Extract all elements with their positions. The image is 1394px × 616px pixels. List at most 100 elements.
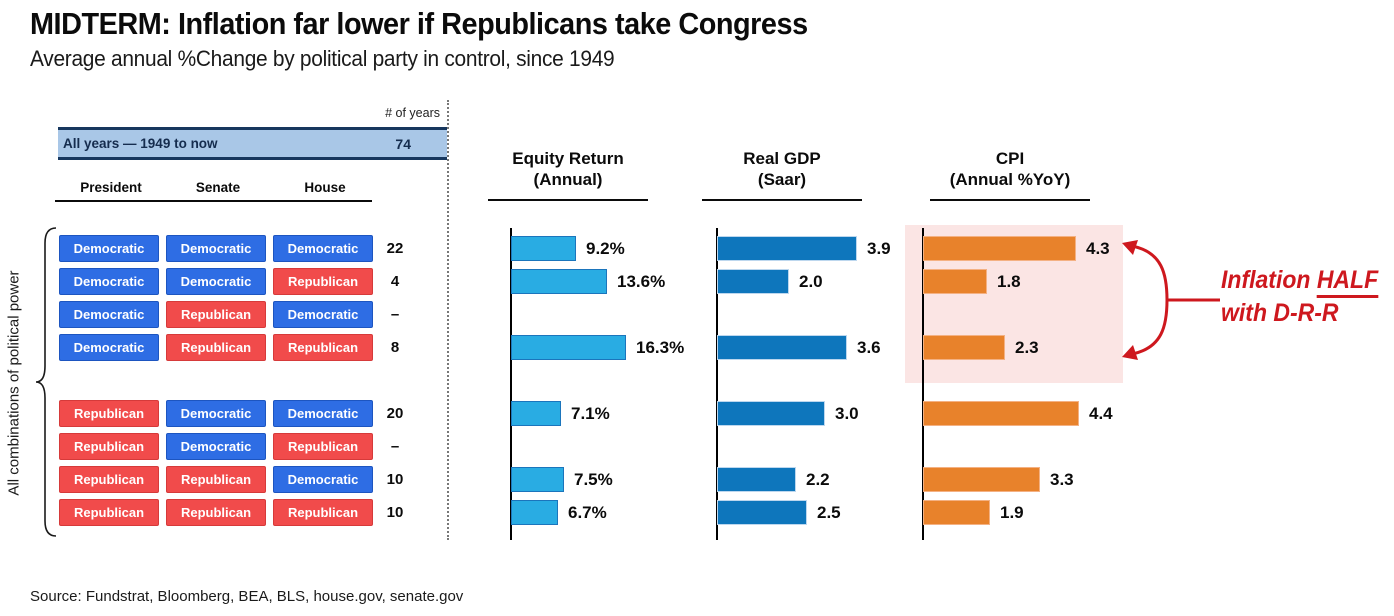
column-header-house: House — [304, 180, 346, 195]
party-cell-president: Republican — [59, 466, 159, 493]
equity-axis-line — [510, 228, 512, 540]
bar-value-label: 2.3 — [1015, 338, 1039, 357]
annotation-line1-emphasis: HALF — [1316, 266, 1379, 298]
party-cell-president: Democratic — [59, 235, 159, 262]
party-cell-president: Democratic — [59, 334, 159, 361]
bar — [511, 269, 607, 294]
all-years-row: All years — 1949 to now 74 — [58, 127, 447, 160]
bar-value-label: 7.1% — [571, 404, 610, 423]
party-cell-senate: Democratic — [166, 235, 266, 262]
years-value: – — [390, 438, 400, 455]
panel-title: Equity Return — [512, 149, 624, 168]
page-title: MIDTERM: Inflation far lower if Republic… — [30, 6, 808, 41]
party-cell-house: Republican — [273, 334, 373, 361]
years-value: 10 — [386, 504, 404, 521]
bar — [717, 269, 789, 294]
bar — [923, 335, 1005, 360]
bar — [511, 401, 561, 426]
bar — [511, 500, 558, 525]
side-axis-label: All combinations of political power — [5, 270, 23, 496]
bar — [717, 335, 847, 360]
party-cell-house: Republican — [273, 499, 373, 526]
cpi-axis-line — [922, 228, 924, 540]
party-cell-house: Democratic — [273, 301, 373, 328]
bar-value-label: 2.5 — [817, 503, 841, 522]
dotted-divider — [447, 100, 449, 540]
bar — [717, 500, 807, 525]
page-subtitle: Average annual %Change by political part… — [30, 46, 615, 71]
annotation-text: Inflation HALF with D-R-R — [1221, 264, 1379, 330]
bar-value-label: 16.3% — [636, 338, 685, 357]
years-value: 10 — [386, 471, 404, 488]
all-years-value: 74 — [395, 135, 411, 152]
years-value: 22 — [386, 240, 404, 257]
bar-value-label: 6.7% — [568, 503, 607, 522]
party-cell-house: Democratic — [273, 400, 373, 427]
party-cell-president: Republican — [59, 499, 159, 526]
bar — [923, 467, 1040, 492]
source-note: Source: Fundstrat, Bloomberg, BEA, BLS, … — [30, 588, 464, 605]
party-cell-house: Democratic — [273, 235, 373, 262]
panel-header-equity: Equity Return (Annual) — [468, 148, 668, 190]
annotation-line1: Inflation HALF — [1221, 264, 1379, 298]
all-years-label: All years — 1949 to now — [63, 136, 218, 151]
bar-value-label: 13.6% — [617, 272, 666, 291]
party-cell-house: Republican — [273, 268, 373, 295]
bar — [511, 335, 626, 360]
bar — [923, 269, 987, 294]
bar — [511, 467, 564, 492]
bar — [923, 500, 990, 525]
column-header-president: President — [80, 180, 142, 195]
years-value: 8 — [390, 339, 400, 356]
party-cell-senate: Democratic — [166, 400, 266, 427]
bar — [511, 236, 576, 261]
bar-value-label: 3.3 — [1050, 470, 1074, 489]
panel-subtitle: (Annual %YoY) — [949, 170, 1071, 189]
panel-subtitle: (Saar) — [757, 170, 807, 189]
party-cell-senate: Republican — [166, 334, 266, 361]
bar-value-label: 9.2% — [586, 239, 625, 258]
panel-header-gdp: Real GDP (Saar) — [682, 148, 882, 190]
bar — [923, 401, 1079, 426]
bar — [717, 401, 825, 426]
bar-value-label: 2.0 — [799, 272, 823, 291]
bar-value-label: 4.4 — [1089, 404, 1113, 423]
table-header-rule — [55, 200, 372, 202]
annotation-line1-prefix: Inflation — [1221, 266, 1317, 294]
years-value: 4 — [390, 273, 400, 290]
party-cell-president: Democratic — [59, 301, 159, 328]
column-header-senate: Senate — [195, 180, 241, 195]
panel-rule-gdp — [702, 199, 862, 201]
panel-rule-equity — [488, 199, 648, 201]
party-cell-president: Republican — [59, 433, 159, 460]
years-column-header: # of years — [385, 106, 440, 120]
bar-value-label: 3.0 — [835, 404, 859, 423]
panel-rule-cpi — [930, 199, 1090, 201]
party-cell-senate: Democratic — [166, 433, 266, 460]
bar — [717, 236, 857, 261]
panel-title: CPI — [995, 149, 1025, 168]
party-cell-house: Republican — [273, 433, 373, 460]
bar-value-label: 3.9 — [867, 239, 891, 258]
annotation-arrow-bracket — [1122, 240, 1220, 360]
panel-title: Real GDP — [743, 149, 821, 168]
bar-value-label: 4.3 — [1086, 239, 1110, 258]
bar-value-label: 1.9 — [1000, 503, 1024, 522]
party-cell-house: Democratic — [273, 466, 373, 493]
party-cell-senate: Republican — [166, 499, 266, 526]
party-cell-senate: Democratic — [166, 268, 266, 295]
annotation-line2: with D-R-R — [1221, 299, 1339, 327]
bar-value-label: 1.8 — [997, 272, 1021, 291]
party-cell-president: Democratic — [59, 268, 159, 295]
bar-value-label: 3.6 — [857, 338, 881, 357]
panel-header-cpi: CPI (Annual %YoY) — [910, 148, 1110, 190]
bar — [923, 236, 1076, 261]
left-brace — [35, 227, 57, 537]
party-cell-president: Republican — [59, 400, 159, 427]
years-value: 20 — [386, 405, 404, 422]
bar-value-label: 7.5% — [574, 470, 613, 489]
gdp-axis-line — [716, 228, 718, 540]
years-value: – — [390, 306, 400, 323]
bar — [717, 467, 796, 492]
